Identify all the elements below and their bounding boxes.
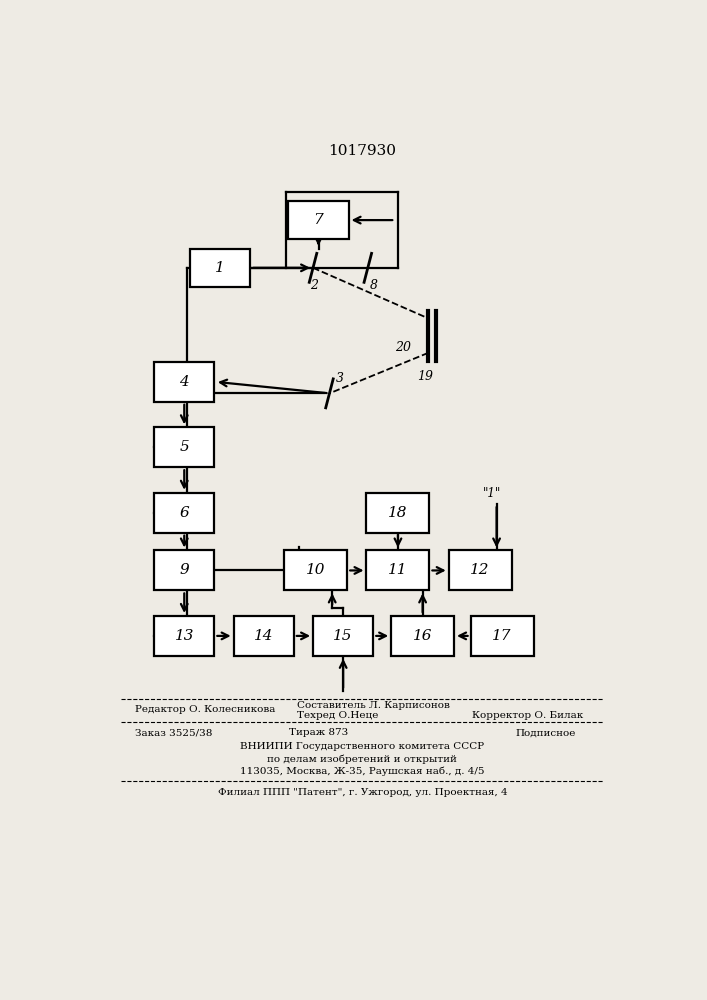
FancyBboxPatch shape (154, 616, 214, 656)
FancyBboxPatch shape (366, 550, 429, 590)
FancyBboxPatch shape (233, 616, 294, 656)
Text: по делам изобретений и открытий: по делам изобретений и открытий (267, 754, 457, 764)
Text: 1017930: 1017930 (328, 144, 397, 158)
Text: 16: 16 (413, 629, 433, 643)
Text: Редактор О. Колесникова: Редактор О. Колесникова (135, 705, 275, 714)
Text: 8: 8 (370, 279, 378, 292)
Text: Филиал ППП "Патент", г. Ужгород, ул. Проектная, 4: Филиал ППП "Патент", г. Ужгород, ул. Про… (218, 788, 507, 797)
Text: Тираж 873: Тираж 873 (289, 728, 348, 737)
Text: 20: 20 (395, 341, 411, 354)
Text: Составитель Л. Карписонов: Составитель Л. Карписонов (297, 701, 450, 710)
Text: 13: 13 (175, 629, 194, 643)
Text: 10: 10 (306, 563, 325, 577)
Text: 18: 18 (388, 506, 408, 520)
FancyBboxPatch shape (154, 493, 214, 533)
FancyBboxPatch shape (471, 616, 534, 656)
FancyBboxPatch shape (284, 550, 347, 590)
Text: Техред О.Неце: Техред О.Неце (297, 711, 378, 720)
Text: 113035, Москва, Ж-35, Раушская наб., д. 4/5: 113035, Москва, Ж-35, Раушская наб., д. … (240, 767, 484, 776)
Text: 4: 4 (180, 375, 189, 389)
Text: 19: 19 (417, 370, 433, 383)
Text: Корректор О. Билак: Корректор О. Билак (472, 711, 583, 720)
Text: 14: 14 (254, 629, 274, 643)
Text: 11: 11 (388, 563, 408, 577)
FancyBboxPatch shape (366, 493, 429, 533)
Text: 17: 17 (492, 629, 512, 643)
Text: Заказ 3525/38: Заказ 3525/38 (135, 728, 212, 737)
Text: 7: 7 (314, 213, 323, 227)
Text: ВНИИПИ Государственного комитета СССР: ВНИИПИ Государственного комитета СССР (240, 742, 484, 751)
Text: "1": "1" (483, 487, 501, 500)
Text: Подписное: Подписное (516, 728, 576, 737)
FancyBboxPatch shape (154, 427, 214, 467)
Text: 9: 9 (180, 563, 189, 577)
FancyBboxPatch shape (391, 616, 454, 656)
FancyBboxPatch shape (449, 550, 512, 590)
Text: 6: 6 (180, 506, 189, 520)
Text: 2: 2 (310, 279, 318, 292)
FancyBboxPatch shape (288, 201, 349, 239)
FancyBboxPatch shape (154, 362, 214, 402)
Text: 3: 3 (336, 372, 344, 385)
FancyBboxPatch shape (313, 616, 373, 656)
Text: 1: 1 (215, 261, 225, 275)
FancyBboxPatch shape (189, 249, 250, 287)
Text: 12: 12 (470, 563, 490, 577)
Text: 15: 15 (334, 629, 353, 643)
FancyBboxPatch shape (154, 550, 214, 590)
Text: 5: 5 (180, 440, 189, 454)
